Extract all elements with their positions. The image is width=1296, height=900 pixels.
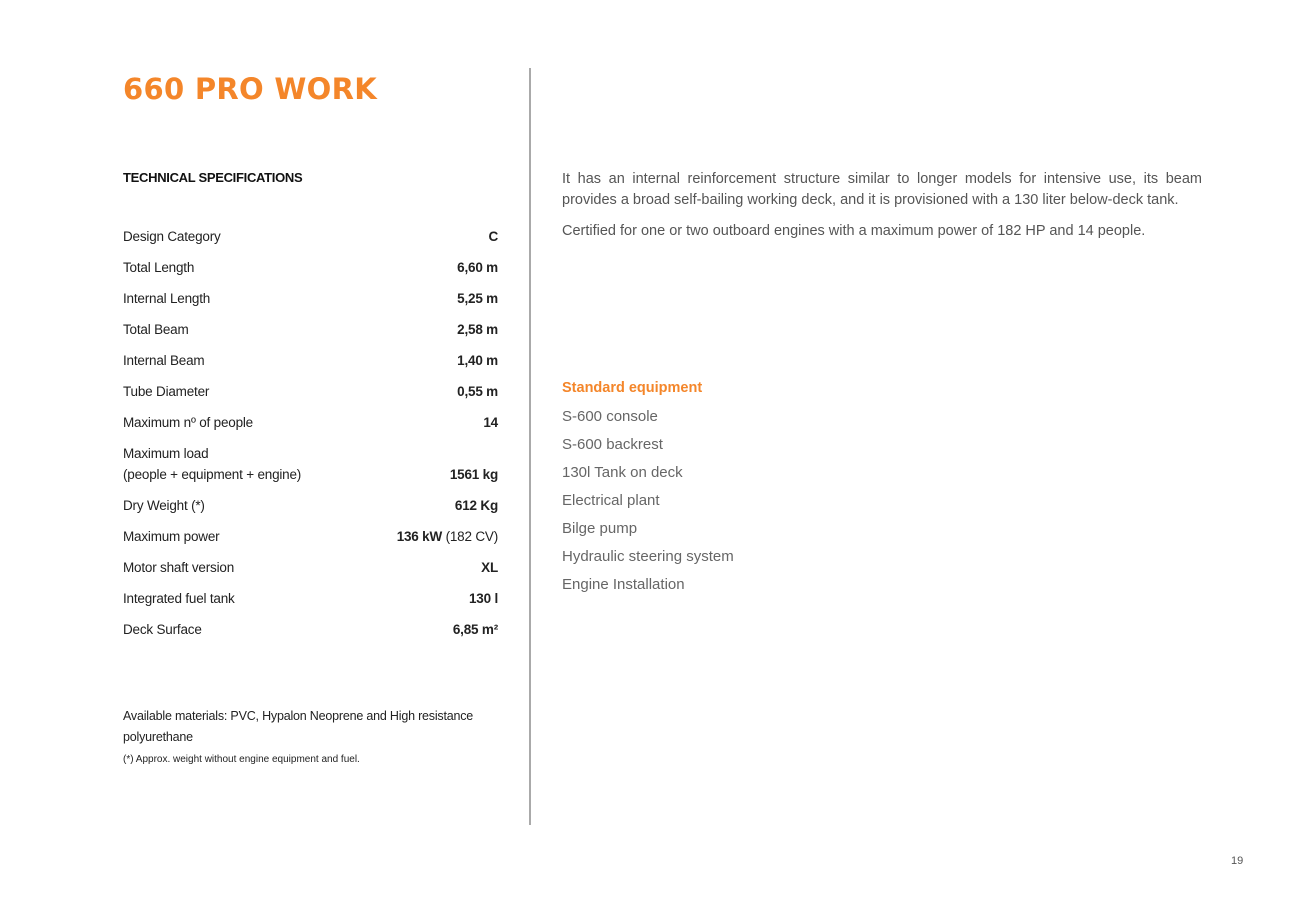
- spec-label-line1: Maximum load: [123, 446, 209, 461]
- spec-value: 1,40 m: [457, 353, 498, 368]
- spec-row: Integrated fuel tank 130 l: [123, 586, 498, 617]
- equipment-item: 130l Tank on deck: [562, 464, 683, 481]
- equipment-item: S-600 console: [562, 408, 658, 425]
- spec-label: Total Length: [123, 260, 195, 275]
- spec-row: Maximum power 136 kW (182 CV): [123, 524, 498, 555]
- materials-text: Available materials: PVC, Hypalon Neopre…: [123, 709, 474, 744]
- spec-label: Internal Length: [123, 291, 211, 306]
- spec-row: Total Length 6,60 m: [123, 255, 498, 286]
- spec-label: Dry Weight (*): [123, 498, 205, 513]
- spec-value: C: [488, 229, 498, 244]
- spec-value: 136 kW (182 CV): [396, 526, 499, 555]
- spec-label: Maximum load (people + equipment + engine…: [123, 443, 301, 493]
- spec-label-line2: (people + equipment + engine): [123, 467, 302, 482]
- spec-value-main: 136 kW: [396, 529, 443, 544]
- spec-label: Maximum power: [123, 529, 220, 544]
- column-divider: [529, 68, 531, 825]
- description: It has an internal reinforcement structu…: [562, 169, 1202, 252]
- spec-row: Maximum nº of people 14: [123, 410, 498, 441]
- specs-table: Design Category C Total Length 6,60 m Inte…: [123, 224, 498, 648]
- description-paragraph: Certified for one or two outboard engine…: [562, 223, 1146, 239]
- spec-value: 6,60 m: [457, 260, 498, 275]
- spec-value: 5,25 m: [457, 291, 498, 306]
- equipment-item: Electrical plant: [562, 492, 660, 509]
- equipment-item: Bilge pump: [562, 520, 638, 537]
- spec-value: 612 Kg: [454, 498, 498, 513]
- spec-value: 130 l: [468, 591, 498, 606]
- spec-label: Total Beam: [123, 322, 189, 337]
- equipment-list: S-600 console S-600 backrest 130l Tank o…: [562, 405, 734, 601]
- spec-row: Internal Beam 1,40 m: [123, 348, 498, 379]
- spec-row: Tube Diameter 0,55 m: [123, 379, 498, 410]
- equipment-item: Hydraulic steering system: [562, 548, 734, 565]
- page-title: 660 PRO WORK: [123, 72, 378, 106]
- spec-value: 6,85 m²: [452, 622, 498, 637]
- spec-value: XL: [481, 560, 498, 575]
- spec-row: Internal Length 5,25 m: [123, 286, 498, 317]
- equipment-heading: Standard equipment: [562, 380, 703, 396]
- spec-value: 14: [483, 415, 498, 430]
- spec-row: Dry Weight (*) 612 Kg: [123, 493, 498, 524]
- spec-value: 1561 kg: [449, 467, 498, 482]
- description-paragraph: It has an internal reinforcement structu…: [562, 171, 1202, 208]
- equipment-item: Engine Installation: [562, 576, 685, 593]
- spec-value: 0,55 m: [457, 384, 498, 399]
- spec-row: Deck Surface 6,85 m²: [123, 617, 498, 648]
- spec-row: Motor shaft version XL: [123, 555, 498, 586]
- page-number: 19: [1231, 855, 1244, 867]
- spec-value-extra: (182 CV): [445, 529, 499, 544]
- spec-label: Maximum nº of people: [123, 415, 253, 430]
- spec-value: 2,58 m: [457, 322, 498, 337]
- spec-row: Design Category C: [123, 224, 498, 255]
- spec-label: Motor shaft version: [123, 560, 234, 575]
- spec-label: Internal Beam: [123, 353, 205, 368]
- footnote: (*) Approx. weight without engine equipm…: [123, 754, 360, 765]
- spec-row: Total Beam 2,58 m: [123, 317, 498, 348]
- equipment-item: S-600 backrest: [562, 436, 663, 453]
- spec-label: Deck Surface: [123, 622, 202, 637]
- spec-label: Design Category: [123, 229, 221, 244]
- spec-label: Integrated fuel tank: [123, 591, 235, 606]
- specs-heading: TECHNICAL SPECIFICATIONS: [123, 170, 303, 185]
- spec-label: Tube Diameter: [123, 384, 210, 399]
- spec-row: Maximum load (people + equipment + engine…: [123, 441, 498, 493]
